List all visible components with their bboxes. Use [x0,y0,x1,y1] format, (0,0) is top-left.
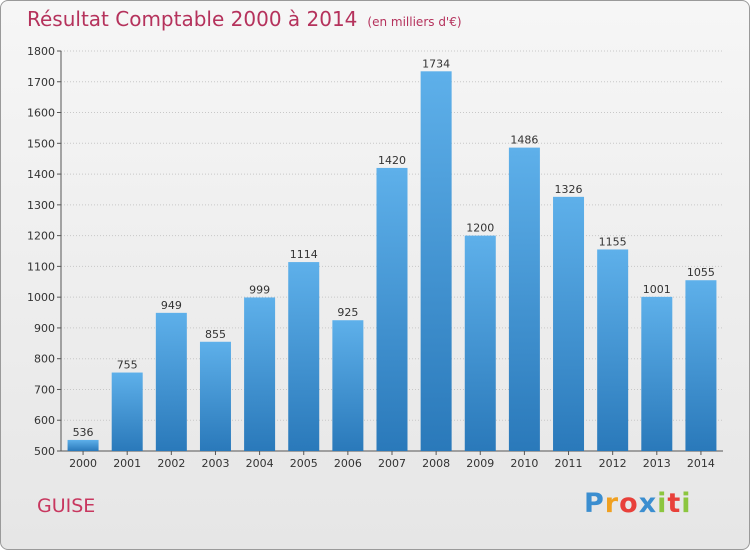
y-tick-label: 1000 [27,291,55,304]
bar-value-label: 1114 [290,248,318,261]
bar-value-label: 999 [249,283,270,296]
y-tick-label: 700 [34,383,55,396]
bar-value-label: 925 [337,306,358,319]
x-tick-label: 2006 [334,457,362,470]
y-tick-label: 1500 [27,137,55,150]
x-tick-label: 2008 [422,457,450,470]
bar [155,312,187,451]
bar [376,167,408,451]
y-tick-label: 1100 [27,260,55,273]
x-tick-label: 2004 [246,457,274,470]
logo-letter: r [604,488,620,519]
bar [641,296,673,451]
y-tick-label: 1700 [27,76,55,89]
bar [332,320,364,451]
bar [199,341,231,451]
x-tick-label: 2003 [201,457,229,470]
bar-value-label: 1420 [378,154,406,167]
x-tick-label: 2010 [510,457,538,470]
x-tick-label: 2000 [69,457,97,470]
chart-title-main: Résultat Comptable 2000 à 2014 [27,7,358,31]
city-name: GUISE [37,495,96,517]
chart-title-unit: (en milliers d'€) [367,15,462,29]
y-tick-label: 1600 [27,107,55,120]
logo-letter: x [638,488,658,519]
bar [111,372,143,451]
x-tick-label: 2007 [378,457,406,470]
bar-value-label: 949 [161,299,182,312]
bar [597,249,629,451]
logo-letter: t [667,488,682,519]
bar [685,280,717,451]
y-tick-label: 1800 [27,45,55,58]
bar-value-label: 1155 [599,235,627,248]
y-tick-label: 1400 [27,168,55,181]
bar-value-label: 1734 [422,57,450,70]
bar-value-label: 1055 [687,266,715,279]
y-tick-label: 900 [34,322,55,335]
y-tick-label: 1200 [27,230,55,243]
bar [244,297,276,451]
bar-value-label: 1326 [555,183,583,196]
x-tick-label: 2001 [113,457,141,470]
logo-letter: i [657,488,668,519]
y-tick-label: 600 [34,414,55,427]
bar-value-label: 1200 [466,222,494,235]
bar-value-label: 755 [117,359,138,372]
x-tick-label: 2002 [157,457,185,470]
proxiti-logo: Proxiti [584,488,692,519]
bar [553,196,585,451]
x-tick-label: 2009 [466,457,494,470]
logo-letter: o [619,488,639,519]
x-tick-label: 2012 [599,457,627,470]
x-tick-label: 2005 [290,457,318,470]
bar [420,71,452,452]
y-tick-label: 800 [34,353,55,366]
y-tick-label: 500 [34,445,55,458]
bar-value-label: 855 [205,328,226,341]
x-tick-label: 2011 [555,457,583,470]
bar-value-label: 1001 [643,283,671,296]
logo-letter: i [681,488,692,519]
chart-title: Résultat Comptable 2000 à 2014 (en millie… [27,7,462,31]
bar [288,262,320,451]
bar-value-label: 536 [73,426,94,439]
bar [508,147,540,451]
x-tick-label: 2013 [643,457,671,470]
bar [67,439,99,451]
x-tick-label: 2014 [687,457,715,470]
y-tick-label: 1300 [27,199,55,212]
bar [464,235,496,451]
bar-value-label: 1486 [510,134,538,147]
logo-letter: P [584,488,605,519]
